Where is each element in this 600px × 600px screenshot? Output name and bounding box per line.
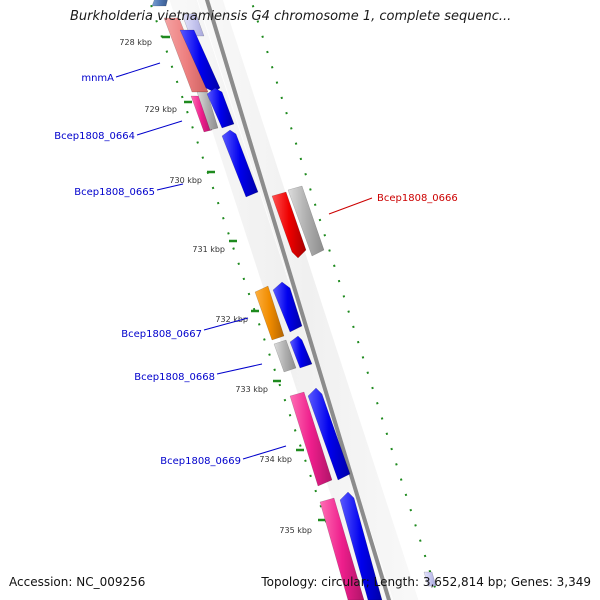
gene-label-bcep1808-0668[interactable]: Bcep1808_0668 <box>134 372 215 383</box>
cds-feature[interactable] <box>271 191 307 259</box>
cds-feature[interactable] <box>272 281 303 333</box>
length-value: 3,652,814 bp <box>422 575 503 589</box>
tick-label: 734 kbp <box>259 455 292 464</box>
gene-label-bcep1808-0667[interactable]: Bcep1808_0667 <box>121 329 202 340</box>
feature-track-band-inner <box>197 0 419 600</box>
accession-value: NC_009256 <box>76 575 146 589</box>
tick-label: 728 kbp <box>119 38 152 47</box>
tick-dotted-line-left <box>148 0 354 600</box>
cds-feature[interactable] <box>289 391 333 487</box>
genes-value: 3,349 <box>556 575 591 589</box>
tick-marks <box>162 35 326 522</box>
cds-feature[interactable] <box>307 387 351 481</box>
cds-feature[interactable] <box>254 285 285 341</box>
gene-label-bcep1808-0665[interactable]: Bcep1808_0665 <box>74 187 155 198</box>
cds-feature[interactable] <box>181 13 205 37</box>
topology-label: Topology: <box>261 575 318 589</box>
tick-label: 730 kbp <box>169 176 202 185</box>
cds-feature[interactable] <box>196 91 219 131</box>
cds-feature[interactable] <box>163 17 209 93</box>
cds-feature[interactable] <box>287 185 325 257</box>
gene-label-bcep1808-0666[interactable]: Bcep1808_0666 <box>377 193 458 204</box>
gene-label-bcep1808-0669[interactable]: Bcep1808_0669 <box>160 456 241 467</box>
cds-feature[interactable] <box>273 339 297 373</box>
gene-features <box>151 0 437 600</box>
tick-label: 729 kbp <box>144 105 177 114</box>
cds-feature[interactable] <box>151 0 168 7</box>
gene-label-leaders <box>115 62 373 460</box>
cds-feature[interactable] <box>190 95 213 133</box>
gene-label-mnmA[interactable]: mnmA <box>81 73 114 84</box>
genome-summary: Topology: circular; Length: 3,652,814 bp… <box>261 575 591 589</box>
cds-feature[interactable] <box>319 497 365 600</box>
length-label: Length: <box>373 575 420 589</box>
topology-value: circular <box>321 575 366 589</box>
cds-feature[interactable] <box>339 491 383 600</box>
accession-label: Accession: <box>9 575 73 589</box>
accession-info: Accession: NC_009256 <box>9 575 145 589</box>
genes-label: Genes: <box>510 575 553 589</box>
genome-backbone <box>204 0 392 600</box>
cds-feature[interactable] <box>423 571 437 587</box>
cds-feature[interactable] <box>221 129 259 198</box>
cds-feature[interactable] <box>289 335 313 369</box>
map-title: Burkholderia vietnamiensis G4 chromosome… <box>70 9 512 24</box>
cds-feature[interactable] <box>206 87 235 129</box>
tick-label: 731 kbp <box>192 245 225 254</box>
tick-label: 733 kbp <box>235 385 268 394</box>
tick-label: 732 kbp <box>215 315 248 324</box>
tick-label: 735 kbp <box>279 526 312 535</box>
gene-label-bcep1808-0664[interactable]: Bcep1808_0664 <box>54 131 135 142</box>
